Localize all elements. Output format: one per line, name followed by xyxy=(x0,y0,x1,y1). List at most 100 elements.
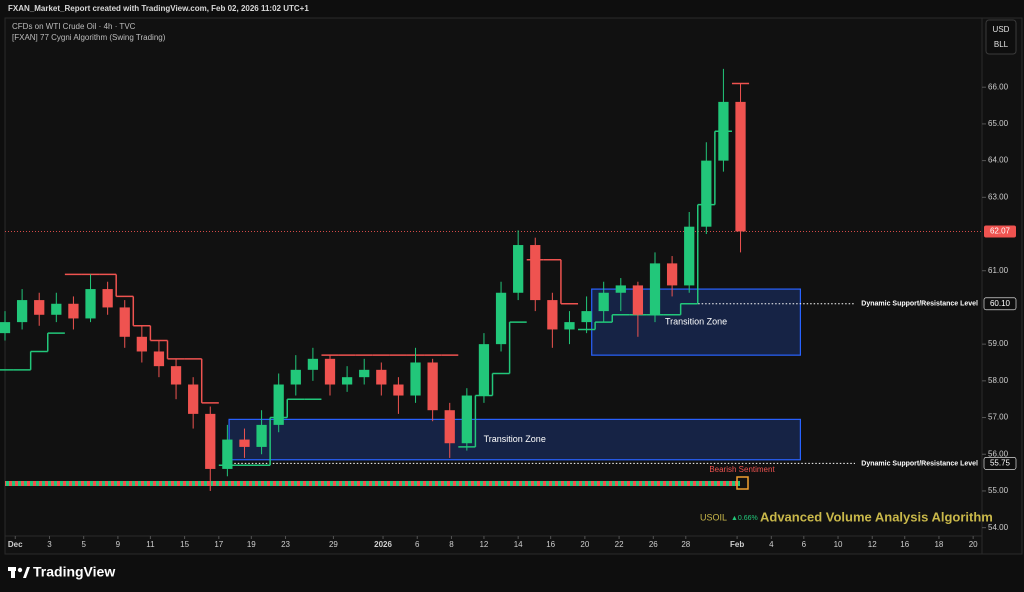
candle-body xyxy=(102,289,113,308)
candle-body xyxy=(205,413,216,469)
annotation: Bearish Sentiment xyxy=(709,465,775,474)
symbol-title: CFDs on WTI Crude Oil · 4h · TVC xyxy=(12,22,136,31)
x-tick-label: 28 xyxy=(681,540,690,549)
candle-body xyxy=(530,245,541,301)
candle-body xyxy=(85,289,96,319)
candle-body xyxy=(547,300,558,330)
last-price-box xyxy=(984,225,1016,238)
x-tick-label: 23 xyxy=(281,540,290,549)
candle-body xyxy=(666,263,678,286)
candle-body xyxy=(239,439,250,447)
x-tick-label: 20 xyxy=(580,540,589,549)
level-text: Dynamic Support/Resistance Level xyxy=(861,301,978,308)
x-tick-label: 6 xyxy=(415,540,420,549)
candle-body xyxy=(51,303,62,315)
volume-strip xyxy=(5,481,740,486)
x-tick-label: 22 xyxy=(615,540,624,549)
candle-body xyxy=(632,285,644,315)
level-price-box xyxy=(983,457,1017,470)
candle-body xyxy=(256,424,267,447)
candle-body xyxy=(410,362,421,396)
y-tick-label: 63.00 xyxy=(988,192,1009,201)
unit: BLL xyxy=(994,40,1009,49)
currency-box[interactable] xyxy=(985,19,1017,55)
x-tick-label: 14 xyxy=(514,540,523,549)
candle-body xyxy=(581,311,592,323)
level-price-box xyxy=(983,297,1017,311)
footer-symbol: USOIL xyxy=(700,512,727,522)
x-tick-label: 29 xyxy=(329,540,338,549)
candle-body xyxy=(427,362,438,411)
candle-body xyxy=(513,245,524,293)
candle-body xyxy=(359,369,370,378)
x-tick-label: 6 xyxy=(802,540,807,549)
last-price-label: 62.07 xyxy=(990,227,1011,236)
zone-label: Transition Zone xyxy=(484,434,546,444)
candle-body xyxy=(290,369,301,385)
x-tick-label: 19 xyxy=(247,540,256,549)
footer-indicator: Advanced Volume Analysis Algorithm xyxy=(760,509,993,524)
candle-body xyxy=(307,358,319,370)
candle-body xyxy=(376,369,387,385)
candle-body xyxy=(461,395,472,444)
y-tick-label: 66.00 xyxy=(988,82,1009,91)
transition-zone xyxy=(591,288,801,356)
x-tick-label: Dec xyxy=(8,540,23,549)
x-tick-label: 4 xyxy=(769,540,774,549)
transition-zone xyxy=(228,418,801,461)
x-tick-label: 16 xyxy=(546,540,555,549)
candle-body xyxy=(341,377,353,385)
candle-body xyxy=(735,101,746,232)
candle-body xyxy=(170,366,182,385)
candle-body xyxy=(598,292,609,312)
candle-body xyxy=(444,410,455,444)
x-tick-label: 9 xyxy=(116,540,121,549)
y-tick-label: 55.00 xyxy=(988,486,1009,495)
candle-body xyxy=(615,285,626,293)
level-price-label: 55.75 xyxy=(990,459,1011,468)
x-tick-label: 15 xyxy=(180,540,189,549)
x-tick-label: 12 xyxy=(479,540,488,549)
candle-body xyxy=(34,300,45,315)
x-tick-label: 16 xyxy=(900,540,909,549)
candle-body xyxy=(701,160,712,227)
y-tick-label: 57.00 xyxy=(988,413,1009,422)
x-tick-label: 3 xyxy=(47,540,52,549)
candle-body xyxy=(718,101,729,161)
candle-body xyxy=(324,358,336,385)
x-tick-label: 5 xyxy=(81,540,86,549)
x-tick-label: 2026 xyxy=(374,540,392,549)
currency: USD xyxy=(993,25,1010,34)
footer-change: ▲0.66% xyxy=(731,515,758,522)
x-tick-label: 18 xyxy=(934,540,943,549)
candle-body xyxy=(16,300,28,323)
x-tick-label: 12 xyxy=(868,540,877,549)
candle-body xyxy=(222,439,233,469)
indicator-title: [FXAN] 77 Cygni Algorithm (Swing Trading… xyxy=(12,33,166,42)
x-tick-label: 11 xyxy=(146,540,155,549)
volume-marker xyxy=(736,476,749,490)
zone-label: Transition Zone xyxy=(665,316,727,326)
y-tick-label: 59.00 xyxy=(988,339,1009,348)
candle-body xyxy=(478,344,490,396)
candle-body xyxy=(188,384,199,414)
y-tick-label: 64.00 xyxy=(988,156,1009,165)
brand: TradingView xyxy=(33,564,115,580)
logo: TradingView xyxy=(8,564,115,580)
candle-body xyxy=(684,226,695,286)
candle-body xyxy=(68,303,79,319)
y-tick-label: 61.00 xyxy=(988,266,1009,275)
y-tick-label: 56.00 xyxy=(988,449,1009,458)
y-tick-label: 65.00 xyxy=(988,119,1009,128)
x-tick-label: 8 xyxy=(449,540,454,549)
level-text: Dynamic Support/Resistance Level xyxy=(861,460,978,467)
level-price-label: 60.10 xyxy=(990,299,1011,308)
candle-body xyxy=(393,384,404,396)
y-tick-label: 58.00 xyxy=(988,376,1009,385)
candle-body xyxy=(273,384,284,425)
y-tick-label: 54.00 xyxy=(988,523,1009,532)
x-tick-label: 10 xyxy=(834,540,843,549)
x-tick-label: Feb xyxy=(730,540,744,549)
